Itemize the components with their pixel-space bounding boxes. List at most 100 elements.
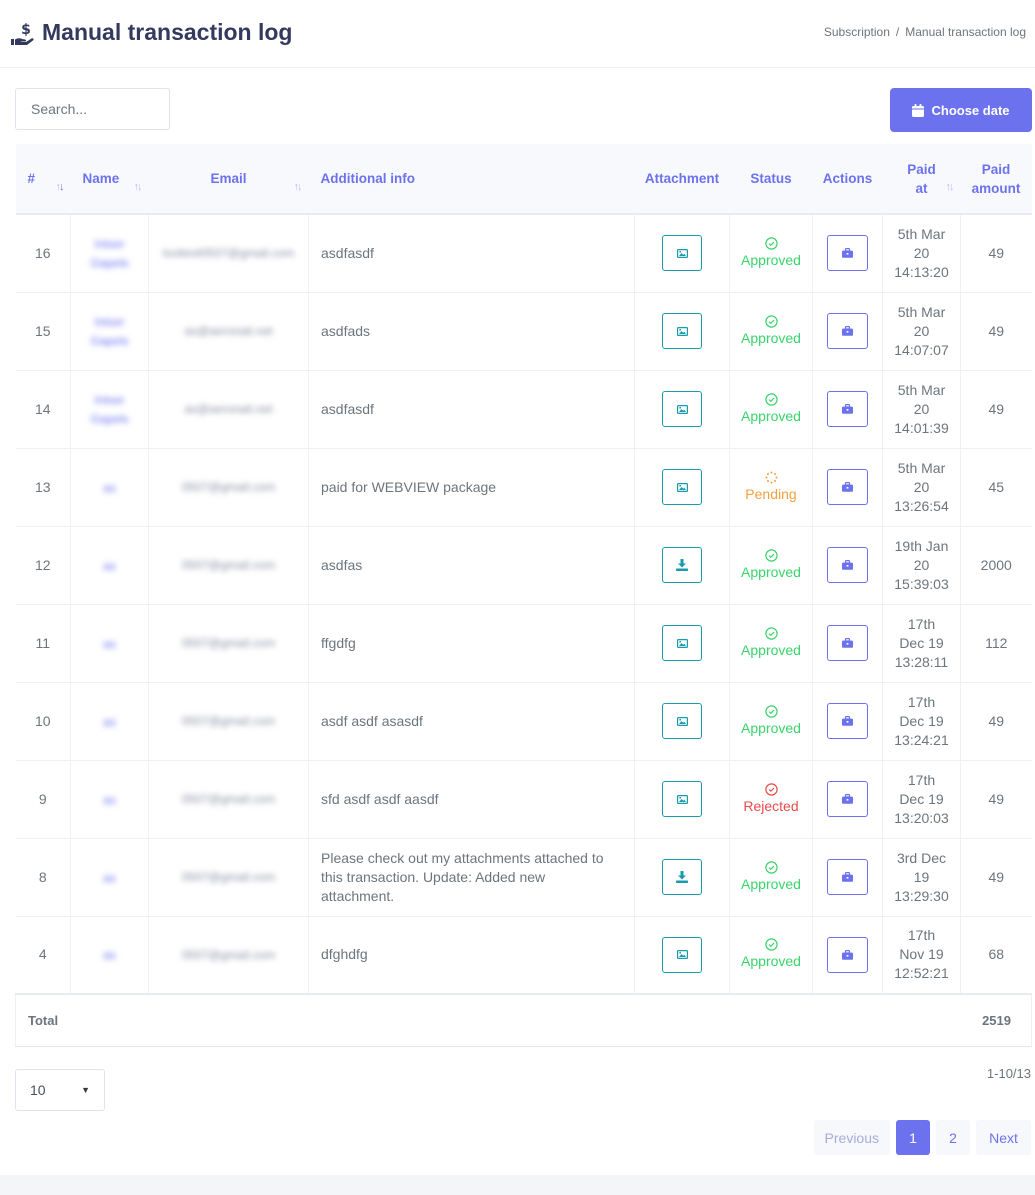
column-header-name[interactable]: Name ↑↓	[70, 144, 149, 215]
row-id: 14	[15, 370, 71, 449]
briefcase-icon	[842, 872, 853, 882]
row-actions	[812, 838, 883, 917]
image-icon	[676, 326, 688, 336]
row-email: lsottest0507@gmail.com	[148, 214, 309, 293]
table-row: 4 as 0507@gmail.com dfghdfg Approved 17th Nov …	[15, 916, 1032, 995]
column-header-id[interactable]: # ↑↓	[15, 144, 71, 215]
row-id: 10	[15, 682, 71, 761]
status-label: Approved	[741, 641, 801, 658]
row-paid-amount: 49	[960, 214, 1032, 293]
status-label: Approved	[741, 329, 801, 346]
column-header-email[interactable]: Email ↑↓	[148, 144, 309, 215]
table-row: 14 Intser Gapels as@aeronati.net asdfasdf Ap…	[15, 370, 1032, 449]
table-row: 9 as 0507@gmail.com sfd asdf asdf aasdf Reje…	[15, 760, 1032, 839]
per-page-select[interactable]: 10 ▼	[15, 1069, 105, 1111]
briefcase-icon	[842, 326, 853, 336]
sort-icon: ↑↓	[945, 181, 955, 193]
row-name[interactable]: as	[70, 838, 149, 917]
breadcrumb-subscription[interactable]: Subscription	[823, 25, 890, 39]
row-paid-amount: 49	[960, 760, 1032, 839]
per-page-value: 10	[30, 1082, 46, 1098]
view-attachment-button[interactable]	[662, 936, 702, 973]
actions-button[interactable]	[827, 859, 868, 895]
page-button-2[interactable]: 2	[936, 1120, 970, 1155]
row-paid-at: 17th Dec 19 13:24:21	[882, 682, 961, 761]
row-paid-at: 5th Mar 20 13:26:54	[882, 448, 961, 527]
view-attachment-button[interactable]	[662, 391, 702, 427]
column-header-status: Status	[729, 144, 813, 215]
download-attachment-button[interactable]	[662, 859, 702, 895]
times-circle-icon	[764, 782, 778, 796]
row-name[interactable]: as	[70, 916, 149, 995]
calendar-icon	[912, 103, 925, 117]
actions-button[interactable]	[827, 625, 868, 661]
row-attachment	[634, 604, 730, 683]
row-paid-amount: 2000	[960, 526, 1032, 605]
row-actions	[812, 604, 883, 683]
row-paid-at: 3rd Dec 19 13:29:30	[882, 838, 961, 917]
page-button-1[interactable]: 1	[896, 1120, 930, 1155]
row-paid-amount: 68	[960, 916, 1032, 995]
actions-button[interactable]	[827, 235, 868, 272]
svg-text:$: $	[21, 22, 31, 38]
previous-page-button[interactable]: Previous	[813, 1120, 890, 1155]
row-attachment	[634, 526, 730, 605]
row-actions	[812, 916, 883, 995]
actions-button[interactable]	[827, 781, 868, 817]
actions-button[interactable]	[827, 703, 868, 739]
view-attachment-button[interactable]	[662, 625, 702, 661]
row-name[interactable]: Intser Gapels	[70, 370, 149, 449]
search-input[interactable]	[15, 88, 170, 130]
row-actions	[812, 448, 883, 527]
view-attachment-button[interactable]	[662, 781, 702, 817]
view-attachment-button[interactable]	[662, 469, 702, 505]
image-icon	[676, 794, 688, 804]
row-status: Pending	[729, 448, 813, 527]
row-actions	[812, 526, 883, 605]
transactions-table: # ↑↓ Name ↑↓ Email ↑↓ Additional info At…	[15, 144, 1032, 1047]
spinner-icon	[765, 471, 777, 483]
check-circle-icon	[764, 938, 778, 951]
image-icon	[676, 404, 688, 414]
row-name[interactable]: as	[70, 526, 149, 605]
actions-button[interactable]	[827, 313, 868, 349]
row-name[interactable]: Intser Gapels	[70, 214, 149, 293]
row-name[interactable]: as	[70, 604, 149, 683]
row-id: 8	[15, 838, 71, 917]
row-id: 9	[15, 760, 71, 839]
row-additional-info: asdf asdf asasdf	[308, 682, 635, 761]
table-row: 8 as 0507@gmail.com Please check out my att…	[15, 838, 1032, 917]
row-paid-amount: 49	[960, 838, 1032, 917]
page-footer-bar	[0, 1175, 1035, 1195]
next-page-button[interactable]: Next	[976, 1120, 1031, 1155]
actions-button[interactable]	[827, 391, 868, 427]
row-id: 15	[15, 292, 71, 371]
table-row: 15 Intser Gapels as@aeronati.net asdfads App…	[15, 292, 1032, 371]
table-row: 12 as 0507@gmail.com asdfas Approved 19th Jan…	[15, 526, 1032, 605]
row-name[interactable]: as	[70, 682, 149, 761]
column-header-actions: Actions	[812, 144, 883, 215]
actions-button[interactable]	[827, 547, 868, 583]
row-attachment	[634, 916, 730, 995]
page-header: $ Manual transaction log Subscription / Ma…	[0, 0, 1035, 68]
view-attachment-button[interactable]	[662, 235, 702, 272]
image-icon	[676, 716, 688, 726]
row-status: Rejected	[729, 760, 813, 839]
download-attachment-button[interactable]	[662, 547, 702, 583]
actions-button[interactable]	[827, 936, 868, 973]
row-additional-info: asdfasdf	[308, 370, 635, 449]
view-attachment-button[interactable]	[662, 313, 702, 349]
row-email: as@aeronati.net	[148, 370, 309, 449]
column-header-paid-at[interactable]: Paid at ↑↓	[882, 144, 961, 215]
actions-button[interactable]	[827, 469, 868, 505]
choose-date-button[interactable]: Choose date	[890, 88, 1032, 132]
row-id: 4	[15, 916, 71, 995]
row-name[interactable]: as	[70, 760, 149, 839]
view-attachment-button[interactable]	[662, 703, 702, 739]
row-status: Approved	[729, 682, 813, 761]
image-icon	[676, 950, 688, 960]
row-name[interactable]: Intser Gapels	[70, 292, 149, 371]
row-name[interactable]: as	[70, 448, 149, 527]
row-paid-at: 5th Mar 20 14:07:07	[882, 292, 961, 371]
status-label: Approved	[741, 407, 801, 424]
